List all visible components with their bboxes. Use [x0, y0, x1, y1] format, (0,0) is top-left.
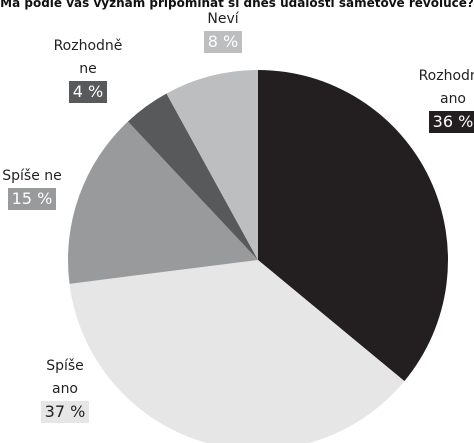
pie-slice [67, 121, 258, 284]
value-label: 37 % [40, 401, 90, 423]
value-label: 8 % [203, 31, 243, 53]
slice-label: Spíše ne 15 % [2, 165, 62, 212]
slice-label: Rozhodně ano 36 % [413, 65, 474, 135]
pie-slice [166, 70, 258, 260]
pie-slice [258, 70, 448, 382]
category-label: Rozhodně ano [418, 68, 474, 107]
pie-slice [127, 93, 258, 260]
category-label: Rozhodně ne [53, 38, 123, 77]
pie-slice [69, 260, 405, 443]
value-label: 4 % [68, 81, 108, 103]
value-label: 36 % [428, 111, 474, 133]
slice-label: Spíše ano 37 % [35, 355, 95, 425]
category-label: Spíše ne [2, 168, 62, 184]
category-label: Neví [207, 11, 239, 27]
value-label: 15 % [7, 188, 57, 210]
slice-label: Rozhodně ne 4 % [48, 35, 128, 105]
category-label: Spíše ano [46, 358, 84, 397]
chart-title: Má podle vás význam připomínat si dnes u… [0, 0, 474, 10]
slice-label: Neví 8 % [198, 8, 248, 55]
